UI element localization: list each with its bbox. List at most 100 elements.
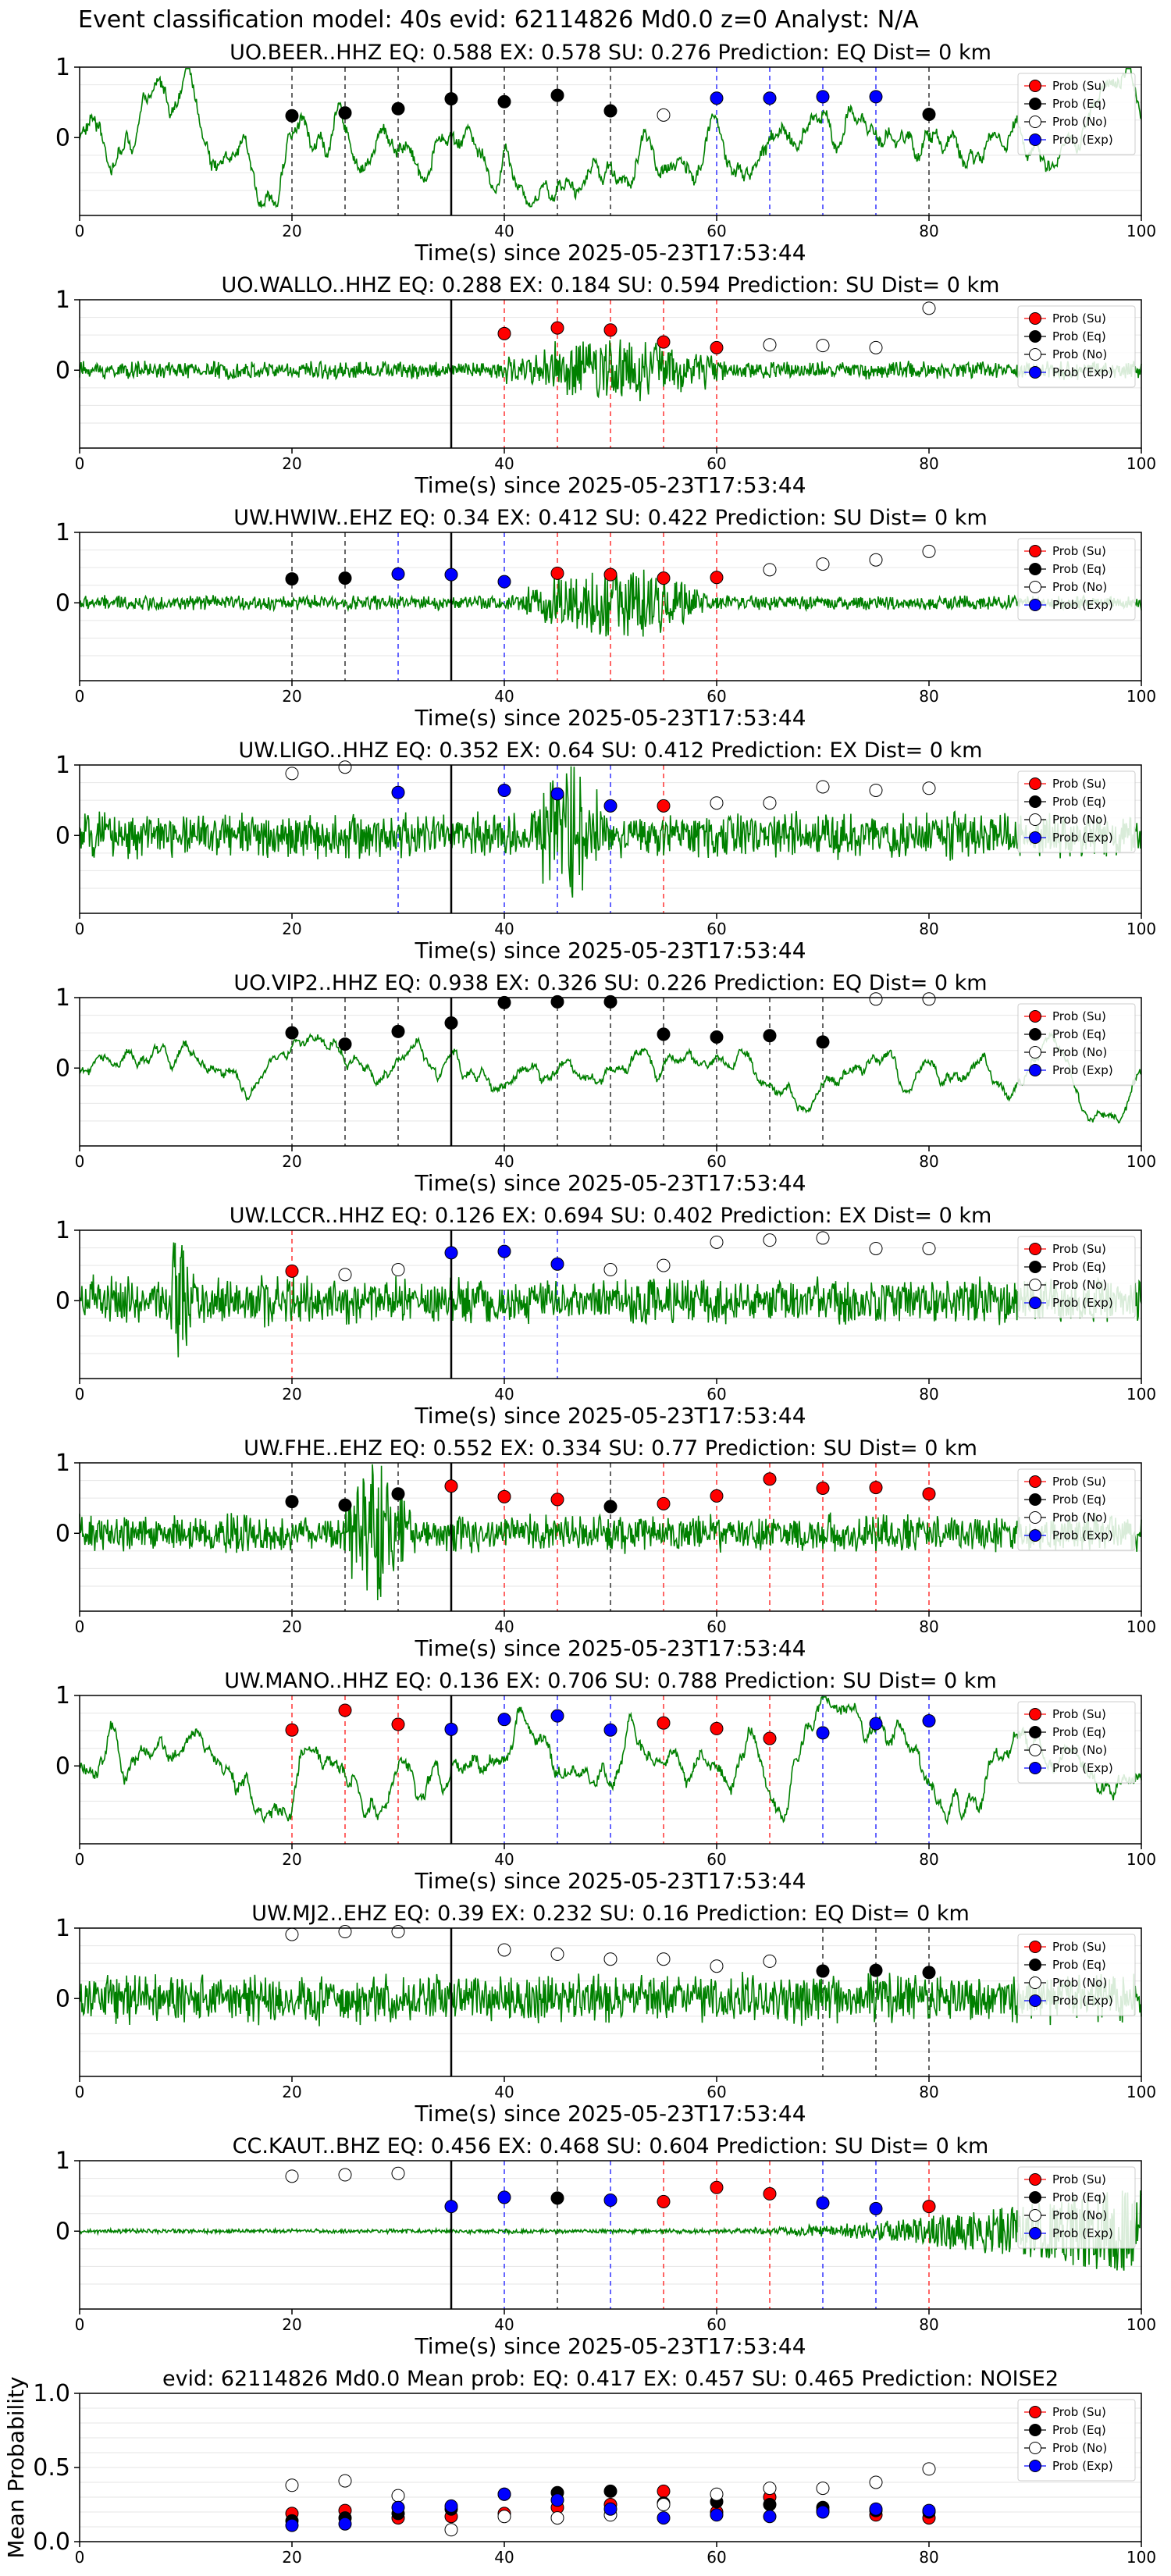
x-axis-label: Time(s) since 2025-05-23T17:53:44 — [414, 1170, 806, 1196]
legend-box — [1017, 770, 1136, 853]
prob-marker-eq — [285, 572, 299, 586]
x-tick-label: 60 — [707, 1850, 726, 1869]
prob-marker-no — [710, 796, 724, 810]
x-axis-label: Time(s) since 2025-05-23T17:53:44 — [414, 1868, 806, 1894]
axes-frame — [79, 764, 1142, 914]
mean-marker-su — [657, 2484, 671, 2498]
legend-label-su: Prob (Su) — [1052, 544, 1106, 558]
mean-marker-eq — [603, 2484, 618, 2498]
x-tick-label: 40 — [494, 2083, 514, 2101]
x-tick-label: 20 — [282, 2548, 301, 2567]
prob-marker-no — [338, 1268, 352, 1282]
x-axis-label: Time(s) since 2025-05-23T17:53:44 — [414, 1635, 806, 1661]
prob-marker-eq — [550, 2191, 564, 2205]
legend-label-no: Prob (No) — [1052, 1510, 1107, 1525]
legend-marker-eq — [1029, 1959, 1041, 1971]
prob-marker-eq — [763, 1029, 777, 1043]
waveform-trace — [79, 1971, 1142, 2026]
x-tick-label: 100 — [1127, 454, 1156, 473]
legend-marker-eq — [1029, 2424, 1041, 2436]
panel-title: UW.LIGO..HHZ EQ: 0.352 EX: 0.64 SU: 0.41… — [239, 738, 983, 763]
x-tick-label: 40 — [494, 2548, 514, 2567]
prob-marker-eq — [391, 101, 405, 116]
legend-label-exp: Prob (Exp) — [1052, 1063, 1113, 1077]
prob-marker-eq — [285, 1495, 299, 1509]
prob-marker-exp — [816, 1726, 830, 1740]
legend-label-no: Prob (No) — [1052, 813, 1107, 827]
x-tick-label: 80 — [919, 222, 938, 240]
prob-marker-no — [816, 780, 830, 794]
mean-marker-no — [763, 2482, 777, 2496]
legend-marker-su — [1029, 2406, 1041, 2418]
prob-marker-su — [391, 1717, 405, 1731]
legend-box — [1017, 2166, 1136, 2249]
prob-marker-exp — [444, 1722, 458, 1736]
x-tick-label: 20 — [282, 1385, 301, 1404]
mean-marker-exp — [444, 2499, 458, 2513]
legend-label-su: Prob (Su) — [1052, 2405, 1106, 2419]
prob-marker-eq — [603, 1500, 618, 1514]
legend-marker-no — [1029, 2209, 1041, 2222]
x-tick-label: 0 — [75, 687, 85, 706]
prob-marker-exp — [391, 567, 405, 581]
prob-marker-no — [391, 1263, 405, 1277]
mean-marker-exp — [869, 2502, 883, 2516]
panel-title: UO.WALLO..HHZ EQ: 0.288 EX: 0.184 SU: 0.… — [222, 273, 1000, 297]
prob-marker-su — [710, 571, 724, 585]
panel-title: UW.LCCR..HHZ EQ: 0.126 EX: 0.694 SU: 0.4… — [230, 1204, 992, 1228]
prob-marker-su — [657, 799, 671, 813]
legend-label-no: Prob (No) — [1052, 1045, 1107, 1059]
x-tick-label: 80 — [919, 1617, 938, 1636]
x-tick-label: 20 — [282, 1850, 301, 1869]
legend-label-no: Prob (No) — [1052, 580, 1107, 594]
legend-marker-eq — [1029, 1493, 1041, 1506]
prob-marker-exp — [550, 1709, 564, 1723]
legend-marker-su — [1029, 1941, 1041, 1953]
x-axis-label: Time(s) since 2025-05-23T17:53:44 — [414, 472, 806, 498]
legend-label-no: Prob (No) — [1052, 1743, 1107, 1757]
x-tick-label: 0 — [75, 1850, 85, 1869]
prob-marker-exp — [444, 2200, 458, 2214]
legend-label-eq: Prob (Eq) — [1052, 97, 1106, 111]
mean-marker-exp — [497, 2487, 511, 2501]
legend-label-no: Prob (No) — [1052, 1278, 1107, 1292]
prob-marker-no — [338, 2168, 352, 2182]
mean-marker-exp — [816, 2505, 830, 2519]
x-tick-label: 80 — [919, 1385, 938, 1404]
x-tick-label: 60 — [707, 222, 726, 240]
legend: Prob (Su) Prob (Eq) Prob (No) Prob (Exp) — [1017, 305, 1136, 388]
prob-marker-no — [285, 1927, 299, 1941]
waveform-trace — [79, 1242, 1142, 1357]
legend-label-eq: Prob (Eq) — [1052, 1027, 1106, 1041]
legend-marker-su — [1029, 1475, 1041, 1488]
prob-marker-no — [603, 1952, 618, 1966]
prob-marker-exp — [816, 90, 830, 104]
y-tick-label: 0 — [55, 1520, 70, 1547]
legend-marker-eq — [1029, 563, 1041, 575]
axes-frame — [79, 1927, 1142, 2077]
prob-marker-su — [497, 326, 511, 340]
prob-marker-exp — [497, 1244, 511, 1258]
prob-marker-exp — [922, 1713, 936, 1727]
mean-marker-no — [550, 2511, 564, 2525]
waveform-trace — [79, 1031, 1142, 1124]
mean-marker-exp — [710, 2508, 724, 2522]
legend-marker-eq — [1029, 1028, 1041, 1041]
legend-marker-eq — [1029, 1726, 1041, 1738]
axes-frame — [79, 1695, 1142, 1845]
prob-marker-exp — [550, 787, 564, 801]
y-tick-label: 0 — [55, 589, 70, 617]
legend: Prob (Su) Prob (Eq) Prob (No) Prob (Exp) — [1017, 770, 1136, 853]
legend-label-su: Prob (Su) — [1052, 1940, 1106, 1954]
prob-marker-eq — [657, 1027, 671, 1041]
x-tick-label: 0 — [75, 2083, 85, 2101]
prob-marker-su — [710, 1721, 724, 1735]
prob-marker-exp — [550, 1257, 564, 1271]
x-tick-label: 40 — [494, 2315, 514, 2334]
legend-marker-eq — [1029, 330, 1041, 343]
legend-marker-exp — [1029, 1762, 1041, 1774]
prob-marker-su — [763, 1731, 777, 1745]
x-tick-label: 0 — [75, 454, 85, 473]
panel-8: UW.MANO..HHZ EQ: 0.136 EX: 0.706 SU: 0.7… — [55, 1669, 1156, 1894]
legend-label-exp: Prob (Exp) — [1052, 2459, 1113, 2473]
